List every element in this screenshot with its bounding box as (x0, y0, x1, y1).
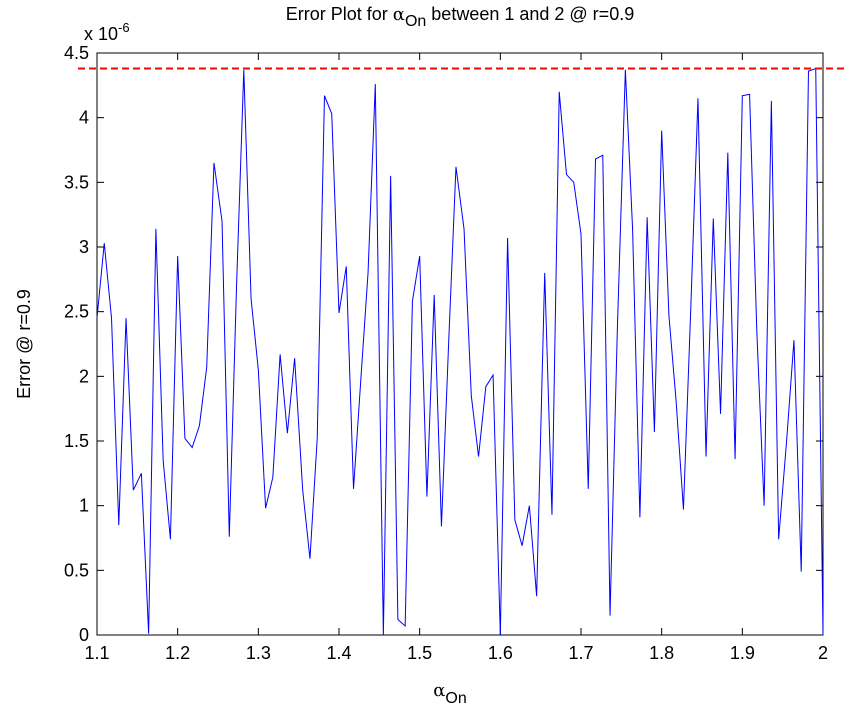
y-tick-label: 3 (79, 237, 89, 257)
x-axis-label: αOn (433, 680, 467, 707)
y-tick-label: 1 (79, 496, 89, 516)
x-tick-label: 2 (818, 643, 828, 663)
x-tick-label: 1.5 (407, 643, 432, 663)
plot-area (96, 52, 824, 636)
chart-title: Error Plot for αOn between 1 and 2 @ r=0… (286, 4, 634, 30)
x-tick-label: 1.7 (568, 643, 593, 663)
x-tick-label: 1.9 (730, 643, 755, 663)
x-tick-label: 1.2 (165, 643, 190, 663)
scale-base: x 10 (84, 24, 118, 44)
y-tick-label: 2.5 (64, 302, 89, 322)
title-text: between 1 and 2 @ r=0.9 (426, 4, 634, 24)
data-line (96, 67, 824, 636)
y-tick-label: 0 (79, 625, 89, 645)
x-label-subscript: On (445, 690, 466, 707)
y-tick-label: 4 (79, 108, 89, 128)
y-tick-label: 4.5 (64, 43, 89, 63)
title-text: Error Plot for (286, 4, 393, 24)
title-subscript: On (405, 13, 426, 30)
x-label-symbol: α (433, 680, 445, 701)
scale-label: x 10-6 (84, 20, 130, 44)
y-tick-label: 1.5 (64, 431, 89, 451)
x-tick-label: 1.6 (488, 643, 513, 663)
x-tick-label: 1.4 (326, 643, 351, 663)
y-axis-label: Error @ r=0.9 (14, 289, 34, 399)
x-tick-label: 1.3 (246, 643, 271, 663)
y-tick-label: 3.5 (64, 172, 89, 192)
y-tick-label: 0.5 (64, 560, 89, 580)
y-tick-label: 2 (79, 366, 89, 386)
x-tick-label: 1.1 (84, 643, 109, 663)
title-symbol: α (393, 4, 405, 25)
scale-exponent: -6 (118, 20, 130, 35)
x-tick-label: 1.8 (649, 643, 674, 663)
